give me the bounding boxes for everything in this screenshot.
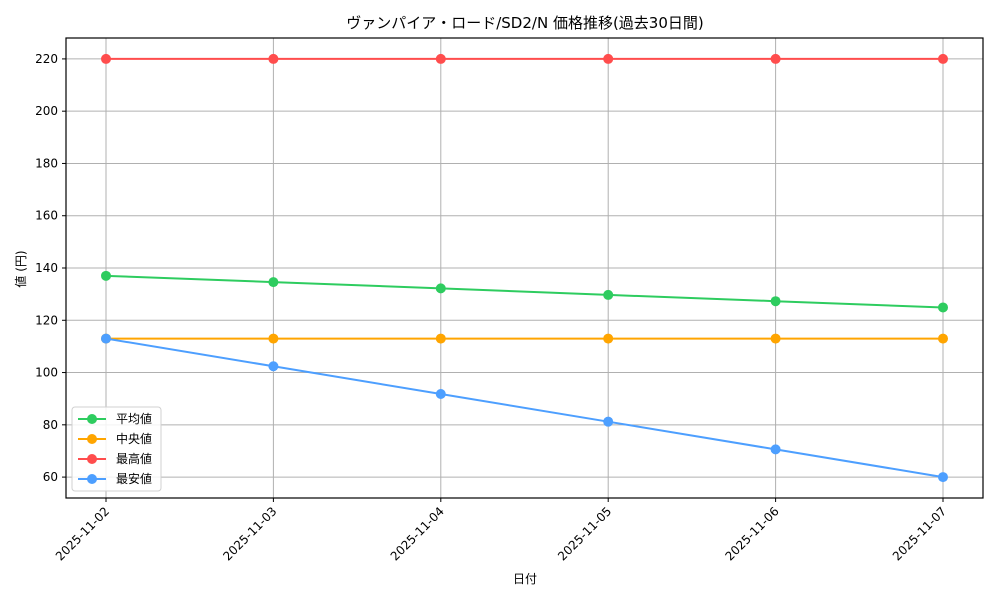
legend-marker xyxy=(87,414,97,424)
y-tick-label: 160 xyxy=(35,209,58,223)
legend-marker xyxy=(87,434,97,444)
legend-marker xyxy=(87,454,97,464)
x-tick-label: 2025-11-04 xyxy=(388,504,447,563)
data-point xyxy=(770,444,781,455)
data-point xyxy=(603,53,614,64)
data-point xyxy=(101,333,111,344)
series-line xyxy=(105,337,944,479)
data-point xyxy=(603,333,614,344)
y-tick-label: 180 xyxy=(35,156,58,170)
data-point xyxy=(101,270,111,281)
data-point xyxy=(938,333,948,344)
y-tick-label: 220 xyxy=(35,52,58,66)
data-point xyxy=(770,333,781,344)
y-tick-label: 80 xyxy=(43,418,58,432)
data-point xyxy=(938,302,948,313)
y-tick-label: 100 xyxy=(35,366,58,380)
legend-marker xyxy=(87,474,97,484)
x-tick-label: 2025-11-06 xyxy=(723,504,782,563)
x-axis-label: 日付 xyxy=(513,572,537,586)
data-point xyxy=(268,277,279,288)
series-line xyxy=(105,274,944,309)
x-tick-label: 2025-11-07 xyxy=(890,504,949,563)
y-tick-label: 200 xyxy=(35,104,58,118)
legend-label: 最安値 xyxy=(116,471,152,486)
y-tick-label: 60 xyxy=(43,470,58,484)
data-point xyxy=(435,53,446,64)
data-point xyxy=(603,416,614,427)
data-point xyxy=(603,289,614,300)
data-point xyxy=(938,472,948,483)
legend-box xyxy=(71,406,162,492)
x-tick-label: 2025-11-02 xyxy=(53,504,112,563)
data-point xyxy=(435,388,446,399)
x-tick-label: 2025-11-03 xyxy=(220,504,279,563)
data-point xyxy=(101,53,111,64)
data-point xyxy=(770,296,781,307)
chart-title: ヴァンパイア・ロード/SD2/N 価格推移(過去30日間) xyxy=(346,14,704,32)
y-tick-label: 120 xyxy=(35,313,58,327)
legend-label: 最高値 xyxy=(116,451,152,466)
y-tick-label: 140 xyxy=(35,261,58,275)
data-point xyxy=(770,53,781,64)
data-point xyxy=(268,361,279,372)
data-point xyxy=(435,333,446,344)
x-tick-label: 2025-11-05 xyxy=(555,504,614,563)
legend-label: 平均値 xyxy=(116,411,152,426)
data-point xyxy=(268,333,279,344)
legend-label: 中央値 xyxy=(116,431,152,446)
data-point xyxy=(435,283,446,294)
data-point xyxy=(938,53,948,64)
y-axis-label: 値 (円) xyxy=(13,250,28,287)
data-point xyxy=(268,53,279,64)
plot-area: 60 80 100 120 140 160 180 200 220 2025-11-02 2025-… xyxy=(35,37,984,563)
